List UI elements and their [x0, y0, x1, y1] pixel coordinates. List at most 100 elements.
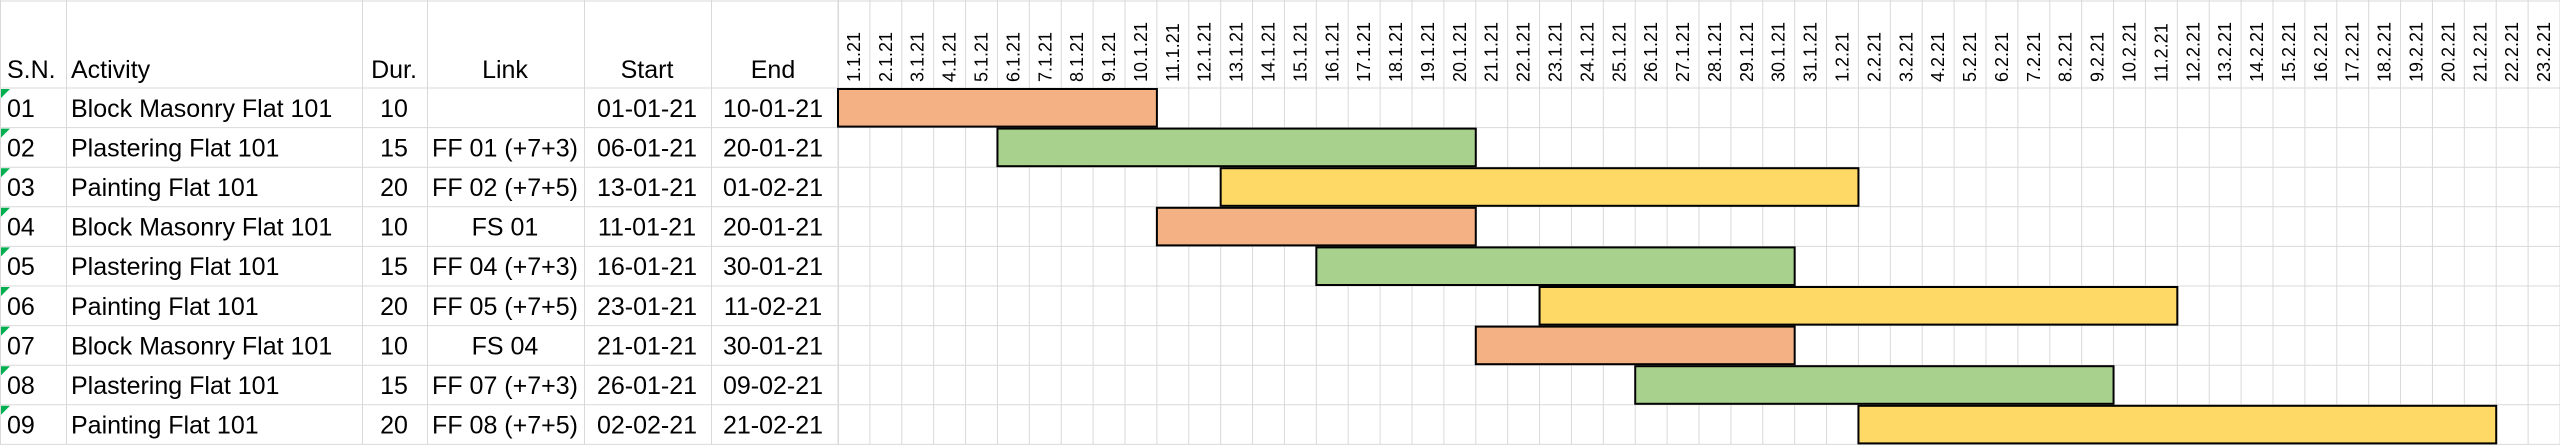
cell-end[interactable]: 20-01-21	[723, 214, 823, 242]
cell-sn[interactable]: 01	[7, 95, 35, 123]
cell-duration[interactable]: 20	[380, 174, 408, 202]
cell-end[interactable]: 30-01-21	[723, 332, 823, 360]
date-column-label: 19.2.21	[2407, 22, 2427, 82]
date-column-label: 21.1.21	[1482, 22, 1502, 82]
date-column-label: 13.1.21	[1227, 22, 1247, 82]
gantt-bar[interactable]	[996, 127, 1477, 168]
gantt-bar[interactable]	[1315, 246, 1796, 286]
cell-start[interactable]: 11-01-21	[598, 214, 696, 242]
date-column-label: 1.1.21	[844, 32, 864, 82]
cell-end[interactable]: 01-02-21	[723, 174, 823, 202]
cell-start[interactable]: 23-01-21	[597, 293, 697, 321]
header-end[interactable]: End	[751, 56, 795, 84]
date-column-label: 13.2.21	[2215, 22, 2235, 82]
cell-activity[interactable]: Painting Flat 101	[71, 293, 259, 321]
cell-activity[interactable]: Block Masonry Flat 101	[71, 95, 332, 123]
cell-sn[interactable]: 02	[7, 134, 35, 162]
date-column-label: 5.2.21	[1960, 32, 1980, 82]
comment-indicator-icon	[1, 168, 10, 178]
cell-sn[interactable]: 07	[7, 332, 35, 360]
date-column-label: 11.2.21	[2151, 23, 2171, 82]
cell-duration[interactable]: 10	[380, 332, 408, 360]
cell-duration[interactable]: 10	[380, 214, 408, 242]
cell-link[interactable]: FF 07 (+7+3)	[432, 372, 578, 400]
date-column-label: 6.1.21	[1003, 32, 1023, 82]
date-column-label: 27.1.21	[1673, 22, 1693, 82]
header-activity[interactable]: Activity	[71, 56, 151, 84]
cell-end[interactable]: 20-01-21	[723, 134, 823, 162]
cell-link[interactable]: FS 01	[472, 214, 539, 242]
header-link[interactable]: Link	[482, 56, 528, 84]
date-column-label: 10.1.21	[1131, 22, 1151, 82]
cell-activity[interactable]: Painting Flat 101	[71, 412, 259, 440]
cell-duration[interactable]: 20	[380, 412, 408, 440]
cell-end[interactable]: 09-02-21	[723, 372, 823, 400]
comment-indicator-icon	[1, 89, 10, 98]
cell-start[interactable]: 16-01-21	[597, 253, 697, 281]
cell-duration[interactable]: 10	[380, 95, 408, 123]
date-column-label: 12.1.21	[1195, 22, 1215, 82]
gantt-bar[interactable]	[837, 88, 1158, 128]
date-column-label: 24.1.21	[1577, 22, 1597, 82]
date-column-label: 26.1.21	[1641, 22, 1661, 82]
date-column-label: 18.2.21	[2375, 22, 2395, 82]
gantt-bar[interactable]	[1857, 404, 2498, 445]
cell-end[interactable]: 11-02-21	[724, 293, 822, 321]
date-column-label: 20.1.21	[1450, 22, 1470, 82]
comment-indicator-icon	[1, 207, 10, 217]
date-column-label: 15.2.21	[2279, 22, 2299, 82]
cell-start[interactable]: 21-01-21	[597, 332, 697, 360]
cell-duration[interactable]: 15	[380, 372, 408, 400]
header-start[interactable]: Start	[621, 56, 674, 84]
cell-link[interactable]: FF 04 (+7+3)	[432, 253, 578, 281]
cell-activity[interactable]: Plastering Flat 101	[71, 253, 279, 281]
cell-link[interactable]: FF 05 (+7+5)	[432, 293, 578, 321]
date-column-label: 4.1.21	[940, 32, 960, 82]
cell-link[interactable]: FF 08 (+7+5)	[432, 412, 578, 440]
cell-sn[interactable]: 03	[7, 174, 35, 202]
cell-start[interactable]: 02-02-21	[597, 412, 697, 440]
cell-activity[interactable]: Plastering Flat 101	[71, 134, 279, 162]
gantt-bar[interactable]	[1634, 365, 2115, 405]
date-column-label: 17.1.21	[1354, 22, 1374, 82]
gantt-bar[interactable]	[1155, 206, 1477, 247]
cell-start[interactable]: 26-01-21	[597, 372, 697, 400]
cell-sn[interactable]: 04	[7, 214, 35, 242]
date-column-label: 8.2.21	[2056, 32, 2076, 82]
gantt-bar[interactable]	[1219, 167, 1860, 207]
comment-indicator-icon	[1, 366, 10, 376]
cell-end[interactable]: 21-02-21	[723, 412, 823, 440]
cell-duration[interactable]: 20	[380, 293, 408, 321]
date-column-label: 30.1.21	[1769, 22, 1789, 82]
gantt-bars	[837, 88, 2498, 445]
cell-activity[interactable]: Block Masonry Flat 101	[71, 332, 332, 360]
cell-end[interactable]: 30-01-21	[723, 253, 823, 281]
cell-activity[interactable]: Painting Flat 101	[71, 174, 259, 202]
cell-link[interactable]: FF 02 (+7+5)	[432, 174, 578, 202]
cell-duration[interactable]: 15	[380, 253, 408, 281]
cell-activity[interactable]: Block Masonry Flat 101	[71, 214, 332, 242]
header-duration[interactable]: Dur.	[371, 56, 417, 84]
cell-start[interactable]: 06-01-21	[597, 134, 697, 162]
gantt-bar[interactable]	[1538, 286, 2179, 326]
cell-duration[interactable]: 15	[380, 134, 408, 162]
cell-activity[interactable]: Plastering Flat 101	[71, 372, 279, 400]
cell-sn[interactable]: 06	[7, 293, 35, 321]
gantt-bar[interactable]	[1474, 325, 1796, 366]
header-sn[interactable]: S.N.	[7, 56, 56, 84]
cell-sn[interactable]: 09	[7, 412, 35, 440]
cell-sn[interactable]: 05	[7, 253, 35, 281]
date-column-label: 11.1.21	[1163, 23, 1183, 82]
cell-end[interactable]: 10-01-21	[723, 95, 823, 123]
date-column-label: 15.1.21	[1290, 22, 1310, 82]
cell-start[interactable]: 01-01-21	[597, 95, 697, 123]
cell-sn[interactable]: 08	[7, 372, 35, 400]
date-column-label: 22.1.21	[1514, 22, 1534, 82]
cell-start[interactable]: 13-01-21	[597, 174, 697, 202]
date-column-label: 23.1.21	[1546, 22, 1566, 82]
cell-link[interactable]: FF 01 (+7+3)	[432, 134, 578, 162]
cell-link[interactable]: FS 04	[472, 332, 539, 360]
table-text: S.N. Activity Dur. Link Start End 01 Bloc…	[7, 56, 823, 440]
date-column-label: 3.2.21	[1896, 32, 1916, 82]
